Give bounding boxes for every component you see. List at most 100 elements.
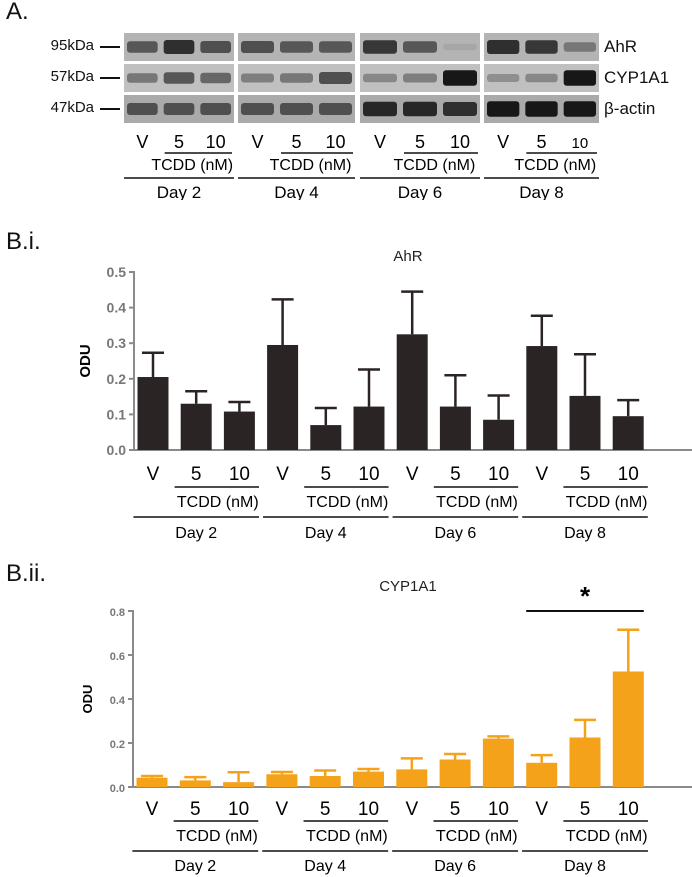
blot-band xyxy=(443,102,477,116)
category-label: 10 xyxy=(488,464,509,485)
blot-band xyxy=(525,40,558,54)
blot-band xyxy=(319,72,352,84)
blot-band xyxy=(403,101,437,117)
data-bar xyxy=(309,776,341,787)
data-bar xyxy=(396,769,428,787)
day-label: Day 6 xyxy=(398,183,442,200)
category-label: 5 xyxy=(580,799,591,820)
category-label: V xyxy=(535,464,548,485)
y-tick-label: 0.5 xyxy=(107,264,127,280)
lane-label: 5 xyxy=(174,132,184,152)
tcdd-label: TCDD (nM) xyxy=(436,828,518,845)
y-tick-label: 0.0 xyxy=(107,442,127,458)
blot-band xyxy=(200,72,231,84)
blot-band xyxy=(487,74,520,82)
data-bar xyxy=(223,411,255,450)
day-label: Day 2 xyxy=(175,525,217,542)
protein-label-beta-actin: β-actin xyxy=(604,99,656,118)
panel-a-label: A. xyxy=(6,0,29,25)
category-label: V xyxy=(276,464,289,485)
mw-label-95: 95kDa xyxy=(50,37,94,54)
category-label: 10 xyxy=(358,799,379,820)
blot-band xyxy=(163,72,195,84)
lane-label: 10 xyxy=(571,135,588,152)
lane-label: 5 xyxy=(536,132,546,152)
blot-band xyxy=(127,103,158,115)
y-axis-label: ODU xyxy=(80,685,95,714)
blot-band xyxy=(241,103,274,115)
data-bar xyxy=(569,395,601,450)
blot-band xyxy=(280,73,313,83)
blot-band xyxy=(319,103,352,115)
blot-band xyxy=(200,103,231,115)
blot-band xyxy=(563,101,596,117)
ahr-bar-chart: AhR 0.0 0.1 0.2 0.3 0.4 0.5 ODU V 5 10 V 5 10 V 5 10 V 5 10… xyxy=(77,248,692,542)
day-label: Day 4 xyxy=(305,525,347,542)
category-label: 10 xyxy=(618,799,639,820)
category-label: 5 xyxy=(450,464,461,485)
category-label: 10 xyxy=(229,464,250,485)
blot-band xyxy=(487,40,520,54)
tcdd-label: TCDD (nM) xyxy=(514,157,596,174)
protein-label-ahr: AhR xyxy=(604,37,638,56)
blot-band xyxy=(280,41,313,53)
tcdd-label: TCDD (nM) xyxy=(306,828,388,845)
mw-tick-95 xyxy=(100,46,120,48)
data-bar xyxy=(526,346,558,450)
blot-band xyxy=(443,43,477,51)
y-tick-label: 0.8 xyxy=(110,607,125,619)
mw-label-57: 57kDa xyxy=(50,68,94,85)
blot-band xyxy=(525,101,558,117)
day-label: Day 8 xyxy=(519,183,563,200)
blot-band xyxy=(127,41,158,53)
y-tick-label: 0.6 xyxy=(110,651,125,663)
lane-label: 5 xyxy=(291,132,301,152)
day-label: Day 6 xyxy=(434,858,476,875)
tcdd-label: TCDD (nM) xyxy=(394,157,476,174)
y-tick-label: 0.4 xyxy=(110,695,126,707)
blot-band xyxy=(525,73,558,83)
mw-label-47: 47kDa xyxy=(50,99,94,116)
data-bar xyxy=(353,406,385,450)
category-label: 5 xyxy=(191,464,202,485)
tcdd-label: TCDD (nM) xyxy=(436,494,518,511)
tcdd-label: TCDD (nM) xyxy=(307,494,389,511)
lane-label: V xyxy=(136,132,148,152)
category-label: V xyxy=(535,799,548,820)
lane-label: 10 xyxy=(450,132,470,152)
lane-label: V xyxy=(497,132,509,152)
blot-band xyxy=(363,73,397,83)
blot-band xyxy=(127,73,158,83)
lane-label: V xyxy=(251,132,263,152)
data-bar xyxy=(223,782,255,787)
category-label: 5 xyxy=(321,464,332,485)
blot-band xyxy=(563,70,596,86)
data-bar xyxy=(267,344,299,450)
blot-band xyxy=(319,41,352,53)
category-label: 5 xyxy=(320,799,331,820)
blot-band xyxy=(563,42,596,52)
tcdd-label: TCDD (nM) xyxy=(151,157,233,174)
blot-band xyxy=(403,41,437,53)
western-blot: V 5 10 TCDD (nM) Day 2 V 5 10 TCDD (nM) Day 4 V 5 10… xyxy=(124,33,599,200)
blot-band xyxy=(443,70,477,86)
protein-label-cyp1a1: CYP1A1 xyxy=(604,68,670,87)
lane-label: V xyxy=(374,132,386,152)
panel-bii-label: B.ii. xyxy=(6,560,47,587)
data-bar xyxy=(526,762,558,787)
y-tick-label: 0.2 xyxy=(107,371,127,387)
data-bar xyxy=(612,671,644,787)
data-bar xyxy=(310,425,342,450)
blot-band xyxy=(403,73,437,83)
category-label: 10 xyxy=(228,799,249,820)
data-bar xyxy=(396,334,428,450)
tcdd-label: TCDD (nM) xyxy=(176,828,258,845)
blot-band xyxy=(241,73,274,83)
category-label: 10 xyxy=(358,464,379,485)
data-bar xyxy=(483,419,515,450)
data-bar xyxy=(439,406,471,450)
blot-band xyxy=(363,101,397,117)
day-label: Day 8 xyxy=(564,525,606,542)
tcdd-label: TCDD (nM) xyxy=(566,494,648,511)
day-label: Day 2 xyxy=(157,183,201,200)
